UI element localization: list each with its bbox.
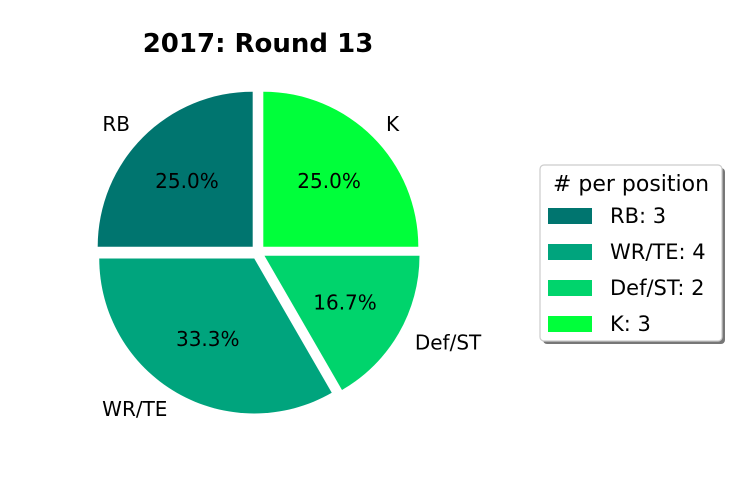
legend-swatch	[548, 244, 592, 260]
legend-entry-label: Def/ST: 2	[610, 276, 705, 300]
percent-label: 25.0%	[297, 169, 361, 193]
pie-slice-wr-te	[99, 258, 332, 414]
legend-entry-label: K: 3	[610, 312, 651, 336]
pie-slice-def-st	[264, 255, 420, 390]
pie-slice-rb	[97, 91, 253, 247]
category-label: Def/ST	[415, 331, 482, 355]
pie-slice-k	[263, 91, 419, 247]
legend-entry-label: WR/TE: 4	[610, 240, 706, 264]
slice-labels: 25.0% RB 33.3% WR/TE 16.7% Def/ST 25.0% K	[102, 112, 482, 421]
legend-entries: RB: 3 WR/TE: 4 Def/ST: 2 K: 3	[548, 204, 706, 336]
percent-label: 25.0%	[155, 169, 219, 193]
legend-swatch	[548, 316, 592, 332]
percent-label: 33.3%	[176, 327, 240, 351]
legend-swatch	[548, 280, 592, 296]
legend-entry-label: RB: 3	[610, 204, 666, 228]
percent-label: 16.7%	[313, 290, 377, 314]
legend-swatch	[548, 208, 592, 224]
category-label: WR/TE	[102, 397, 167, 421]
legend-title: # per position	[553, 172, 709, 197]
category-label: RB	[102, 112, 130, 136]
pie-slices	[97, 91, 420, 414]
category-label: K	[386, 112, 400, 136]
legend: # per position RB: 3 WR/TE: 4 Def/ST: 2 K: …	[539, 164, 725, 344]
chart-title: 2017: Round 13	[143, 29, 374, 59]
